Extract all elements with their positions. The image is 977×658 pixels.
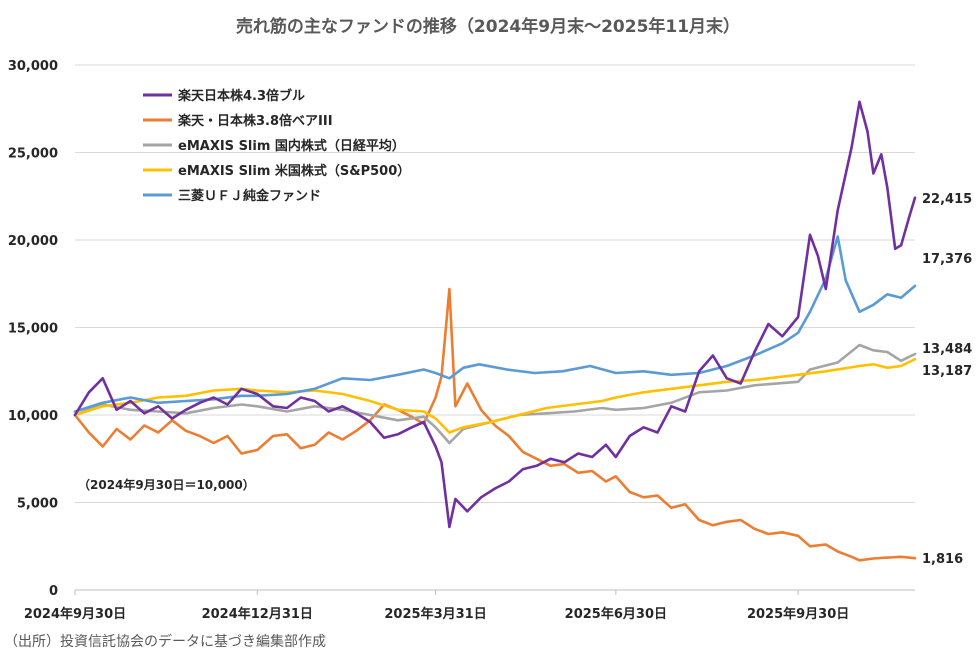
series-line — [73, 357, 917, 434]
series-line — [73, 287, 917, 562]
legend-label: eMAXIS Slim 米国株式（S&P500） — [178, 163, 410, 179]
x-tick-label: 2024年9月30日 — [24, 606, 126, 622]
end-value-label: 13,187 — [922, 364, 972, 379]
x-axis-ticks: 2024年9月30日 2024年12月31日 2025年3月31日 2025年6月30… — [24, 590, 849, 622]
end-labels: 22,415 1,816 13,484 13,187 17,376 — [922, 192, 972, 567]
legend-label: 楽天・日本株3.8倍ベアIII — [177, 113, 333, 129]
y-tick-label: 25,000 — [8, 147, 58, 162]
series-line — [73, 100, 917, 529]
base-note: （2024年9月30日＝10,000） — [78, 477, 255, 492]
source-note: （出所）投資信託協会のデータに基づき編集部作成 — [4, 633, 326, 650]
chart-title: 売れ筋の主なファンドの推移（2024年9月末～2025年11月末） — [236, 16, 740, 37]
x-tick-label: 2024年12月31日 — [202, 606, 313, 622]
y-tick-label: 20,000 — [8, 234, 58, 249]
legend-label: eMAXIS Slim 国内株式（日経平均） — [178, 138, 405, 154]
series-line — [73, 235, 917, 413]
x-tick-label: 2025年3月31日 — [384, 606, 486, 622]
y-tick-label: 10,000 — [8, 409, 58, 424]
grid-lines — [75, 64, 915, 591]
end-value-label: 17,376 — [922, 252, 972, 267]
y-tick-label: 15,000 — [8, 322, 58, 337]
legend-label: 楽天日本株4.3倍ブル — [177, 88, 305, 104]
end-value-label: 13,484 — [922, 342, 972, 357]
legend-label: 三菱ＵＦＪ純金ファンド — [178, 188, 321, 204]
y-tick-label: 30,000 — [8, 59, 58, 74]
y-tick-label: 5,000 — [17, 497, 58, 512]
end-value-label: 22,415 — [922, 192, 972, 207]
x-tick-label: 2025年9月30日 — [747, 606, 849, 622]
end-value-label: 1,816 — [922, 552, 963, 567]
y-tick-label: 0 — [49, 584, 58, 599]
x-tick-label: 2025年6月30日 — [565, 606, 667, 622]
series-lines — [73, 100, 917, 562]
y-axis-ticks: 0 5,000 10,000 15,000 20,000 25,000 30,000 — [8, 59, 58, 599]
